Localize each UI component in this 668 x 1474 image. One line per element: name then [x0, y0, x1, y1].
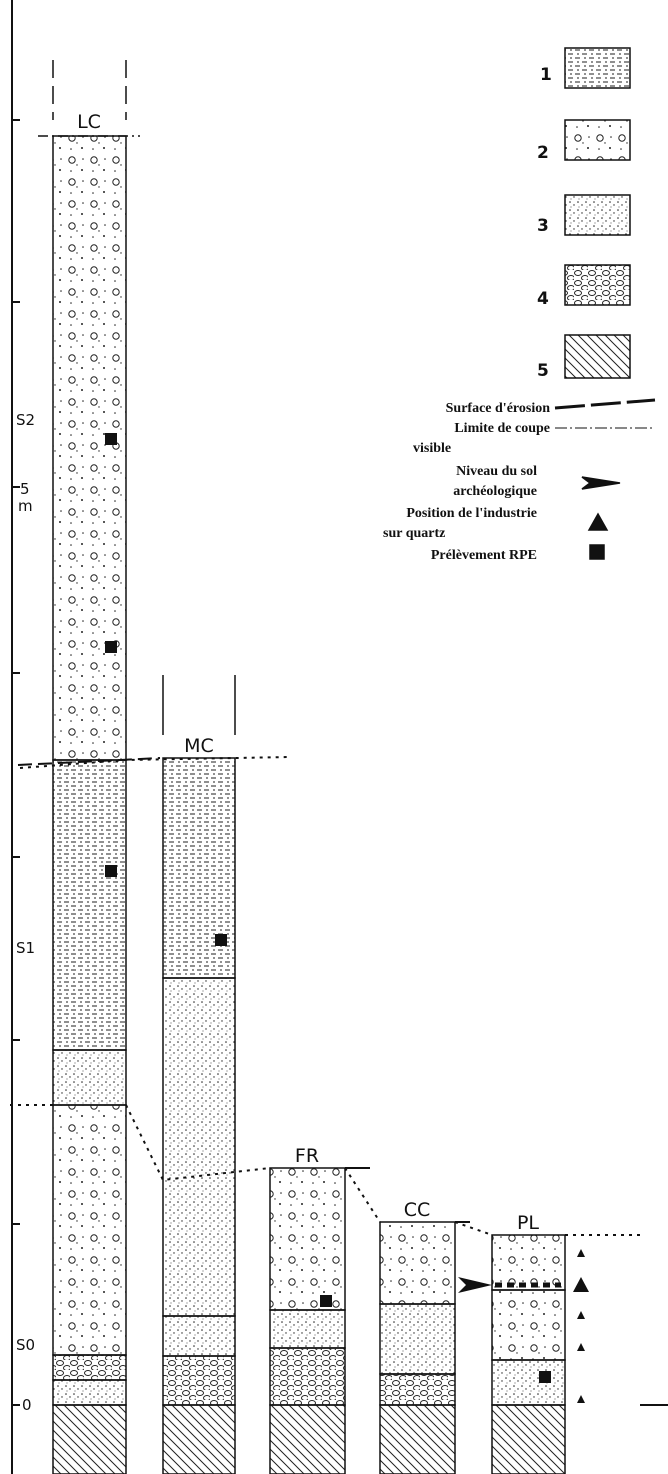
rpe-sample: [105, 433, 117, 445]
column-lc: [38, 60, 140, 1474]
legend-text: visible: [413, 441, 451, 456]
legend-number: 1: [540, 65, 552, 85]
legend-number: 2: [537, 143, 549, 163]
legend-swatch: [565, 265, 630, 305]
layer: [163, 978, 235, 1316]
legend-number: 3: [537, 216, 549, 236]
column-fr: [270, 1168, 345, 1474]
axis-label: 0: [22, 1396, 32, 1414]
layer: [492, 1405, 565, 1474]
column-pl: [492, 1235, 565, 1474]
legend-number: 5: [537, 361, 549, 381]
axis-label: 5: [20, 480, 30, 498]
layer: [270, 1310, 345, 1348]
column-label: CC: [404, 1199, 431, 1221]
column-mc: [163, 675, 235, 1474]
column-label: MC: [184, 735, 214, 757]
column-cc: [380, 1222, 455, 1474]
layer: [380, 1304, 455, 1374]
layer: [270, 1168, 345, 1310]
layer: [380, 1222, 455, 1304]
layer: [380, 1374, 455, 1405]
rpe-sample: [539, 1371, 551, 1383]
legend-text: Surface d'érosion: [446, 401, 551, 416]
depth-axis: S2 5 m S1 S0 0: [12, 0, 35, 1474]
layer: [53, 1105, 126, 1355]
legend-arrow: [582, 477, 620, 489]
legend-triangle: [589, 514, 607, 530]
legend-swatch: [565, 335, 630, 378]
legend-swatch: [565, 120, 630, 160]
legend-text: sur quartz: [383, 526, 445, 541]
layer: [53, 760, 126, 1050]
quartz-industry: [573, 1249, 589, 1403]
layer: [492, 1290, 565, 1360]
layer: [53, 1405, 126, 1474]
axis-label: S2: [16, 411, 35, 429]
layer: [53, 1050, 126, 1105]
legend-text: Limite de coupe: [454, 421, 550, 436]
column-label: FR: [295, 1145, 319, 1167]
layer: [53, 136, 126, 760]
legend-square: [590, 545, 604, 559]
column-label: PL: [517, 1212, 539, 1234]
legend-text: Niveau du sol: [456, 464, 537, 479]
layer: [380, 1405, 455, 1474]
axis-label: m: [18, 497, 33, 515]
legend-erosion: [555, 400, 655, 408]
axis-label: S0: [16, 1336, 35, 1354]
rpe-sample: [105, 641, 117, 653]
legend-text: Prélèvement RPE: [431, 548, 537, 563]
axis-label: S1: [16, 939, 35, 957]
layer: [163, 1356, 235, 1405]
layer: [270, 1405, 345, 1474]
layer: [163, 1316, 235, 1356]
legend-text: Position de l'industrie: [406, 506, 537, 521]
layer: [270, 1348, 345, 1405]
layer: [163, 1405, 235, 1474]
legend-swatch: [565, 195, 630, 235]
axis-ticks: [12, 120, 20, 1405]
layer: [492, 1360, 565, 1405]
layer: [53, 1380, 126, 1405]
legend-text: archéologique: [453, 484, 537, 499]
column-cut-limit: [163, 675, 235, 735]
layer: [492, 1235, 565, 1290]
rpe-sample: [105, 865, 117, 877]
layer: [53, 1355, 126, 1380]
legend: [555, 48, 655, 559]
rpe-sample: [320, 1295, 332, 1307]
rpe-sample: [215, 934, 227, 946]
stratigraphic-diagram: S2 5 m S1 S0 0 LC MC FR CC PL 1 2 3 4 5 …: [0, 0, 668, 1474]
legend-swatch: [565, 48, 630, 88]
legend-number: 4: [537, 289, 549, 309]
soil-level-arrow: [458, 1277, 492, 1293]
column-label: LC: [77, 111, 101, 133]
